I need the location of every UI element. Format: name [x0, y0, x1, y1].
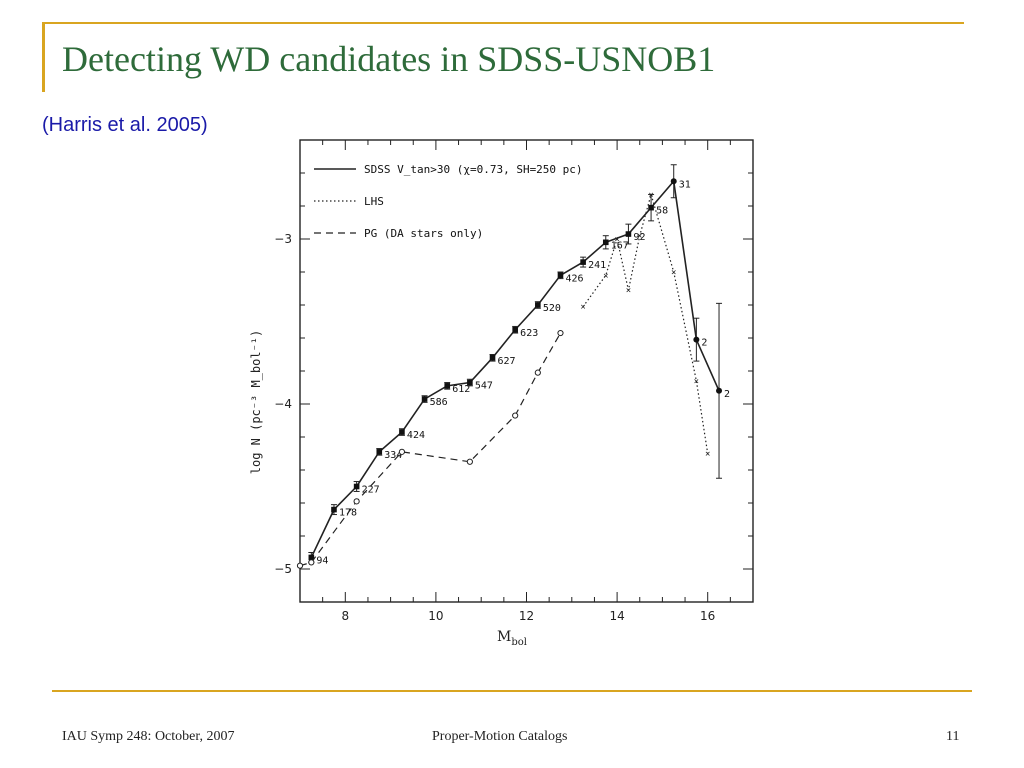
pg-marker	[398, 448, 406, 455]
data-point	[716, 387, 723, 394]
lhs-marker: ×	[580, 303, 585, 313]
legend-label: LHS	[364, 195, 384, 208]
lhs-marker: ×	[603, 271, 608, 281]
data-point	[421, 396, 428, 402]
x-tick-label: 16	[700, 609, 715, 623]
data-label: 241	[588, 260, 606, 271]
lhs-marker: ×	[648, 190, 653, 200]
y-tick-label: −4	[274, 397, 292, 411]
footer-left-text: IAU Symp 248: October, 2007	[62, 729, 235, 744]
data-label: 227	[362, 485, 380, 496]
data-point	[693, 336, 700, 343]
pg-marker	[353, 498, 360, 505]
x-tick-label: 10	[428, 609, 443, 623]
x-tick-label: 12	[519, 609, 534, 623]
data-point	[602, 239, 609, 246]
data-label: 94	[316, 555, 328, 566]
x-tick-label: 8	[341, 609, 349, 623]
legend-label: PG (DA stars only)	[364, 227, 483, 240]
data-point	[399, 429, 405, 435]
data-point	[467, 379, 473, 386]
footer-accent-line	[52, 690, 972, 692]
slide-number: 11	[946, 729, 960, 744]
data-label: 424	[407, 430, 425, 441]
data-label: 92	[633, 232, 645, 243]
data-label: 547	[475, 381, 493, 392]
slide-subtitle: (Harris et al. 2005)	[42, 114, 208, 136]
data-label: 627	[498, 356, 516, 367]
data-label: 2	[701, 338, 707, 349]
data-label: 2	[724, 389, 730, 400]
data-label: 520	[543, 303, 561, 314]
header-accent-line	[42, 22, 964, 24]
lhs-marker: ×	[626, 286, 631, 296]
data-point	[308, 554, 315, 561]
x-axis-label-sub: bol	[511, 637, 527, 648]
data-label: 31	[679, 179, 691, 190]
data-point	[648, 204, 654, 211]
series-line-dashed	[299, 332, 561, 567]
pg-marker	[534, 369, 541, 376]
title-accent-bar	[42, 22, 45, 92]
data-point	[444, 383, 451, 389]
y-tick-label: −5	[274, 562, 292, 576]
data-point	[670, 178, 677, 185]
data-label: 58	[656, 206, 668, 217]
y-tick-label: −3	[274, 232, 292, 246]
data-point	[353, 483, 360, 490]
data-point	[625, 231, 632, 237]
pg-marker	[296, 562, 304, 569]
data-point	[512, 326, 518, 333]
lhs-marker: ×	[671, 268, 676, 278]
legend-label: SDSS V_tan>30 (χ=0.73, SH=250 pc)	[364, 163, 583, 176]
y-axis-label: log N (pc⁻³ M_bol⁻¹)	[249, 330, 263, 475]
data-label: 586	[430, 397, 448, 408]
axis-ticks: 8 10 12 14 16 −5 −4 −3	[274, 139, 754, 623]
lhs-marker: ×	[614, 235, 619, 245]
data-point	[376, 449, 383, 455]
pg-marker	[308, 559, 315, 566]
data-label: 612	[452, 384, 470, 395]
pg-marker	[466, 458, 473, 465]
pg-marker	[557, 329, 564, 337]
data-label: 426	[565, 273, 583, 284]
data-label: 334	[384, 450, 402, 461]
x-axis-label: Mbol	[497, 629, 527, 648]
data-point	[331, 506, 337, 513]
plot-frame	[299, 139, 754, 603]
data-point	[489, 355, 496, 361]
pg-marker	[512, 412, 519, 419]
lhs-marker: ×	[637, 232, 642, 242]
lhs-marker: ×	[694, 377, 699, 387]
data-point	[557, 272, 564, 279]
data-point	[535, 302, 541, 308]
lhs-marker: ×	[705, 450, 710, 460]
data-label: 167	[611, 240, 629, 251]
slide-title: Detecting WD candidates in SDSS-USNOB1	[62, 39, 716, 79]
chart-legend: SDSS V_tan>30 (χ=0.73, SH=250 pc) LHS PG (…	[314, 163, 583, 240]
data-label: 623	[520, 328, 538, 339]
data-point	[580, 259, 586, 265]
series-line-dotted	[582, 192, 709, 454]
chart-figure: 8 10 12 14 16 −5 −4 −3 94 178 227 334 424 586 612 547 6…	[240, 132, 770, 654]
x-tick-label: 14	[609, 609, 624, 623]
footer-center-text: Proper-Motion Catalogs	[432, 729, 568, 744]
x-axis-label-main: M	[497, 629, 511, 645]
